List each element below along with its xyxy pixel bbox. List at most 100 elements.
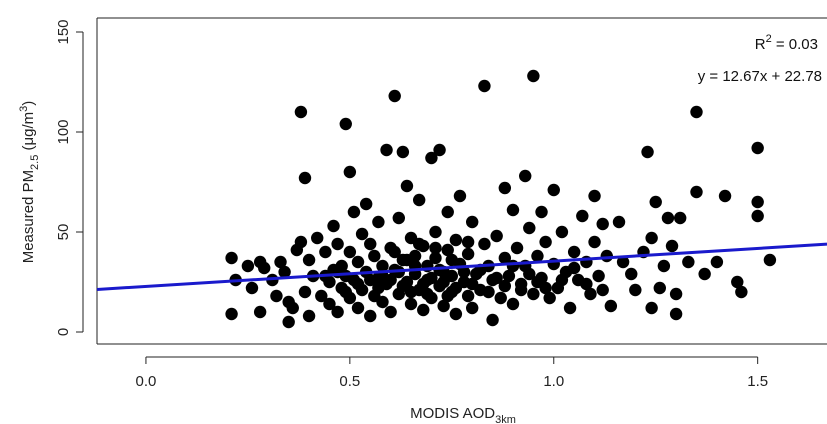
plot-frame xyxy=(96,17,827,345)
data-point xyxy=(649,195,662,209)
data-point xyxy=(751,195,764,209)
data-point xyxy=(584,287,597,301)
data-point xyxy=(539,235,552,249)
data-point xyxy=(396,279,410,293)
data-point xyxy=(339,117,352,131)
data-point xyxy=(359,197,373,211)
data-point xyxy=(592,269,605,283)
y-axis-title: Measured PM2.5 (μg/m3) xyxy=(18,101,41,264)
data-point xyxy=(506,203,520,217)
data-point xyxy=(339,285,352,299)
data-point xyxy=(669,307,683,321)
data-point xyxy=(315,289,328,303)
y-tick-label: 100 xyxy=(55,119,72,144)
x-tick-label: 0.5 xyxy=(339,373,360,390)
data-point xyxy=(596,217,609,231)
data-point xyxy=(543,291,556,305)
data-point xyxy=(253,305,267,319)
data-point xyxy=(465,301,479,315)
data-point xyxy=(629,283,642,297)
data-point xyxy=(412,237,426,251)
data-point xyxy=(498,251,512,265)
data-point xyxy=(718,189,732,203)
data-point xyxy=(245,281,259,295)
data-point xyxy=(612,215,626,229)
data-point xyxy=(225,307,238,321)
data-point xyxy=(294,105,308,119)
data-point xyxy=(465,215,479,229)
data-point xyxy=(258,261,271,275)
data-point xyxy=(376,295,389,309)
data-point xyxy=(531,249,544,263)
data-point xyxy=(576,209,589,223)
data-point xyxy=(286,301,299,315)
r-squared-annotation: R2 = 0.03 xyxy=(755,33,818,53)
data-point xyxy=(417,303,430,317)
data-point xyxy=(368,249,381,263)
data-point xyxy=(673,211,687,225)
data-point xyxy=(302,253,316,267)
data-point xyxy=(323,297,336,311)
data-point xyxy=(225,251,238,265)
data-point xyxy=(645,301,658,315)
data-point xyxy=(294,235,308,249)
data-point xyxy=(343,165,357,179)
data-point xyxy=(682,255,695,269)
data-point xyxy=(600,249,613,263)
data-point xyxy=(449,307,463,321)
data-point xyxy=(502,269,516,283)
data-point xyxy=(490,271,503,285)
data-points xyxy=(225,69,777,329)
data-point xyxy=(380,143,393,157)
data-point xyxy=(433,143,446,157)
data-point xyxy=(596,283,609,297)
data-point xyxy=(429,251,442,265)
data-point xyxy=(604,299,618,313)
data-point xyxy=(461,235,475,249)
data-point xyxy=(527,69,540,83)
data-point xyxy=(661,211,675,225)
data-point xyxy=(372,281,385,295)
data-point xyxy=(567,261,581,275)
data-point xyxy=(498,279,512,293)
data-point xyxy=(351,255,365,269)
data-point xyxy=(514,283,528,297)
data-point xyxy=(282,315,295,329)
data-point xyxy=(351,301,365,315)
data-point xyxy=(498,181,512,195)
data-point xyxy=(425,151,438,165)
data-point xyxy=(665,239,679,253)
data-point xyxy=(486,313,499,327)
data-point xyxy=(331,305,344,319)
x-tick-label: 1.0 xyxy=(543,373,564,390)
data-point xyxy=(535,205,548,219)
data-point xyxy=(311,231,324,245)
data-point xyxy=(437,275,450,289)
data-point xyxy=(274,255,287,269)
data-point xyxy=(343,245,357,259)
data-point xyxy=(347,205,361,219)
data-point xyxy=(506,259,520,273)
data-point xyxy=(364,309,377,323)
data-point xyxy=(641,145,654,159)
data-point xyxy=(372,215,385,229)
data-point xyxy=(433,263,446,277)
data-point xyxy=(690,105,703,119)
y-tick-label: 50 xyxy=(55,224,72,241)
x-axis-title: MODIS AOD3km xyxy=(410,405,516,424)
data-point xyxy=(523,267,536,281)
y-tick-label: 150 xyxy=(55,19,72,44)
data-point xyxy=(364,237,377,251)
data-point xyxy=(437,299,450,313)
data-point xyxy=(690,185,703,199)
data-point xyxy=(555,273,569,287)
regression-line xyxy=(96,242,827,291)
data-point xyxy=(453,189,467,203)
data-point xyxy=(490,229,503,243)
x-axis: 0.0 0.5 1.0 1.5 xyxy=(136,356,768,390)
data-point xyxy=(625,267,638,281)
data-point xyxy=(441,243,454,257)
data-point xyxy=(616,255,630,269)
data-point xyxy=(555,225,569,239)
data-point xyxy=(698,267,711,281)
